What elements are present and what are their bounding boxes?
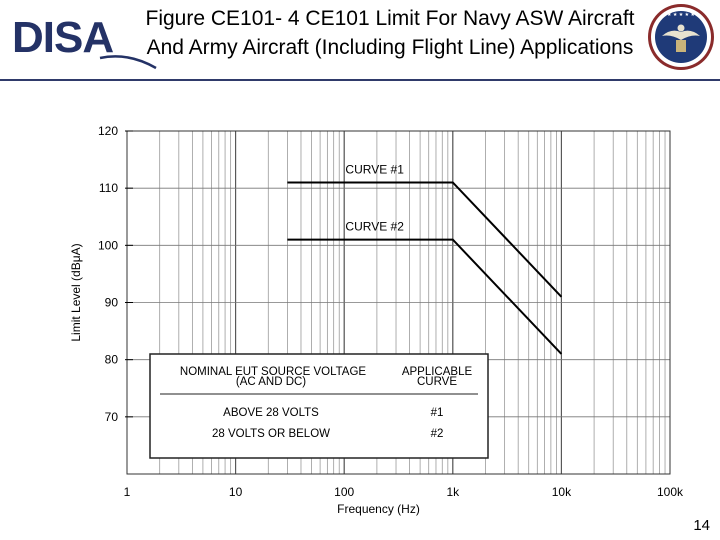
legend-box xyxy=(149,353,489,459)
x-tick-label: 10 xyxy=(229,485,243,499)
chart-series xyxy=(287,181,563,355)
disa-logo: DISA xyxy=(12,13,157,70)
y-tick-label: 80 xyxy=(105,353,119,367)
y-tick-label: 90 xyxy=(105,296,119,310)
series-line-curve-2 xyxy=(287,238,563,355)
legend-row-voltage: ABOVE 28 VOLTS xyxy=(223,407,319,419)
agency-seal: ★ ★ ★ ★ ★ xyxy=(648,4,714,70)
x-tick-label: 1 xyxy=(124,485,131,499)
x-tick-label: 10k xyxy=(552,485,572,499)
y-tick-label: 120 xyxy=(98,124,118,138)
legend-header-curve: APPLICABLE xyxy=(402,366,473,378)
legend-header-voltage: NOMINAL EUT SOURCE VOLTAGE xyxy=(180,366,366,378)
legend-header-curve-sub: CURVE xyxy=(417,376,457,388)
series-label-curve-1: CURVE #1 xyxy=(345,162,404,176)
svg-text:★ ★ ★ ★ ★: ★ ★ ★ ★ ★ xyxy=(667,12,695,18)
series-label-curve-2: CURVE #2 xyxy=(345,220,404,234)
y-tick-label: 70 xyxy=(105,410,119,424)
series-line-curve-1 xyxy=(287,181,563,298)
header-divider xyxy=(0,79,720,81)
legend-header-voltage-sub: (AC AND DC) xyxy=(236,376,306,388)
y-tick-label: 110 xyxy=(99,181,118,195)
x-axis-title: Frequency (Hz) xyxy=(337,502,420,516)
x-tick-label: 1k xyxy=(446,485,460,499)
page-number: 14 xyxy=(693,517,710,534)
y-tick-label: 100 xyxy=(98,238,118,252)
legend-row-curve: #1 xyxy=(431,407,444,419)
voltage-legend-table: NOMINAL EUT SOURCE VOLTAGE(AC AND DC) APP… xyxy=(149,353,489,459)
legend-row-voltage: 28 VOLTS OR BELOW xyxy=(212,428,330,440)
disa-logo-text: DISA xyxy=(12,13,113,62)
chart-labels: Frequency (Hz) Limit Level (dBμA) CURVE #1… xyxy=(69,162,420,516)
x-tick-label: 100 xyxy=(334,485,354,499)
slide-title: Figure CE101- 4 CE101 Limit For Navy ASW… xyxy=(145,7,635,59)
y-axis-title: Limit Level (dBμA) xyxy=(69,243,83,341)
legend-row-curve: #2 xyxy=(431,428,444,440)
x-tick-label: 100k xyxy=(657,485,684,499)
